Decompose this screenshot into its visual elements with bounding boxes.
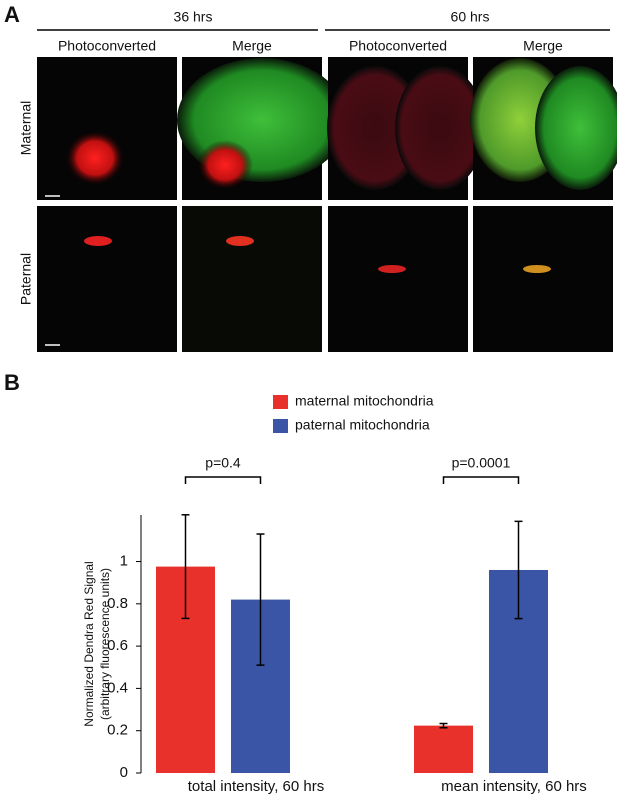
- panel-label: A: [4, 2, 20, 27]
- row-label: Paternal: [18, 253, 34, 305]
- y-tick-label: 1: [120, 552, 128, 569]
- y-tick-label: 0.2: [107, 722, 128, 739]
- legend-label: maternal mitochondria: [295, 393, 434, 409]
- x-tick-label: mean intensity, 60 hrs: [441, 778, 587, 795]
- error-bar: [181, 514, 190, 620]
- legend-swatch: [273, 395, 288, 409]
- y-axis-label: Normalized Dendra Red Signal: [82, 561, 96, 726]
- y-tick-label: 0.6: [107, 637, 128, 654]
- significance-bracket: [184, 476, 262, 484]
- row-label: Maternal: [18, 101, 34, 155]
- column-header: Merge: [232, 38, 272, 54]
- x-tick-label: total intensity, 60 hrs: [188, 778, 324, 795]
- panel-a-images: [37, 29, 617, 352]
- bar: [414, 725, 473, 773]
- legend-label: paternal mitochondria: [295, 417, 430, 433]
- annotation: p=0.0001: [452, 455, 511, 471]
- y-axis-label: (arbitrary fluorescence units): [98, 568, 112, 720]
- error-bar: [439, 722, 448, 729]
- y-tick-label: 0: [120, 764, 128, 781]
- panel-label: B: [4, 370, 20, 395]
- column-header: Merge: [523, 38, 563, 54]
- column-header: Photoconverted: [58, 38, 156, 54]
- legend-swatch: [273, 419, 288, 433]
- column-header: Photoconverted: [349, 38, 447, 54]
- annotation: p=0.4: [205, 455, 241, 471]
- significance-bracket: [442, 476, 520, 484]
- group-header: 36 hrs: [174, 9, 213, 25]
- error-bar: [256, 533, 265, 666]
- group-header: 60 hrs: [451, 9, 490, 25]
- error-bar: [514, 520, 523, 620]
- y-tick-label: 0.8: [107, 595, 128, 612]
- y-tick-label: 0.4: [107, 679, 128, 696]
